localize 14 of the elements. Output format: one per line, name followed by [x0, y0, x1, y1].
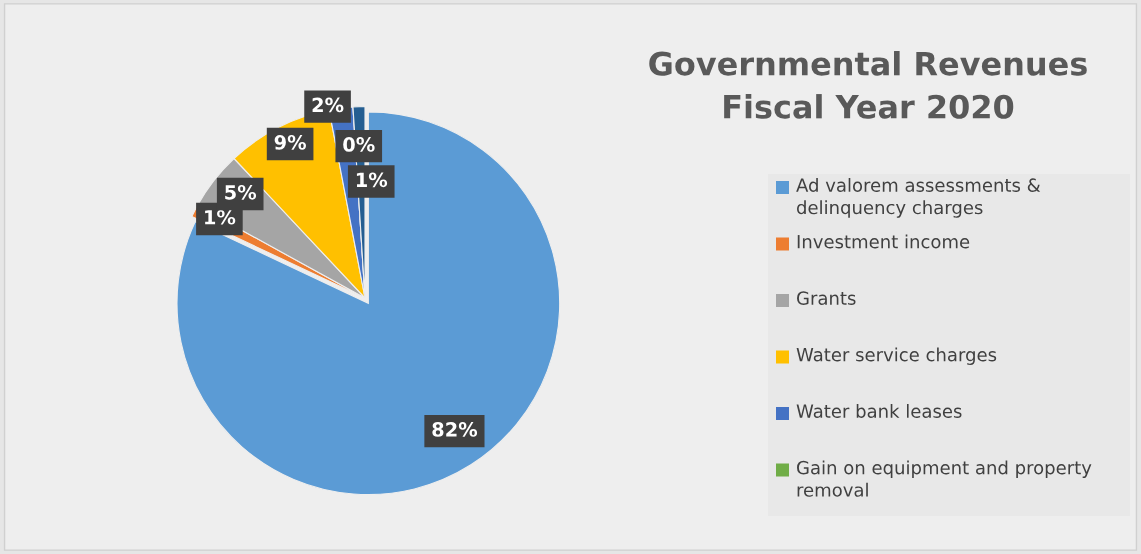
legend-label: Investment income: [797, 234, 970, 249]
chart-title: Governmental Revenues Fiscal Year 2020: [649, 51, 1087, 119]
text: 0%: [343, 137, 375, 152]
legend-label: Ad valorem assessments & delinquency charges: [796, 178, 1041, 218]
legend-label: Grants: [797, 291, 856, 305]
data-label: 5%: [225, 184, 257, 200]
legend-label: Water service charges: [796, 347, 997, 365]
legend-label: Gain on equipment and property removal: [797, 460, 1092, 497]
legend-label: Water bank leases: [796, 404, 962, 418]
data-label: 2%: [312, 97, 344, 113]
data-label: 1%: [205, 209, 236, 225]
data-label: 9%: [274, 135, 307, 150]
data-label: 82%: [432, 422, 478, 437]
data-label: 1%: [356, 172, 388, 188]
